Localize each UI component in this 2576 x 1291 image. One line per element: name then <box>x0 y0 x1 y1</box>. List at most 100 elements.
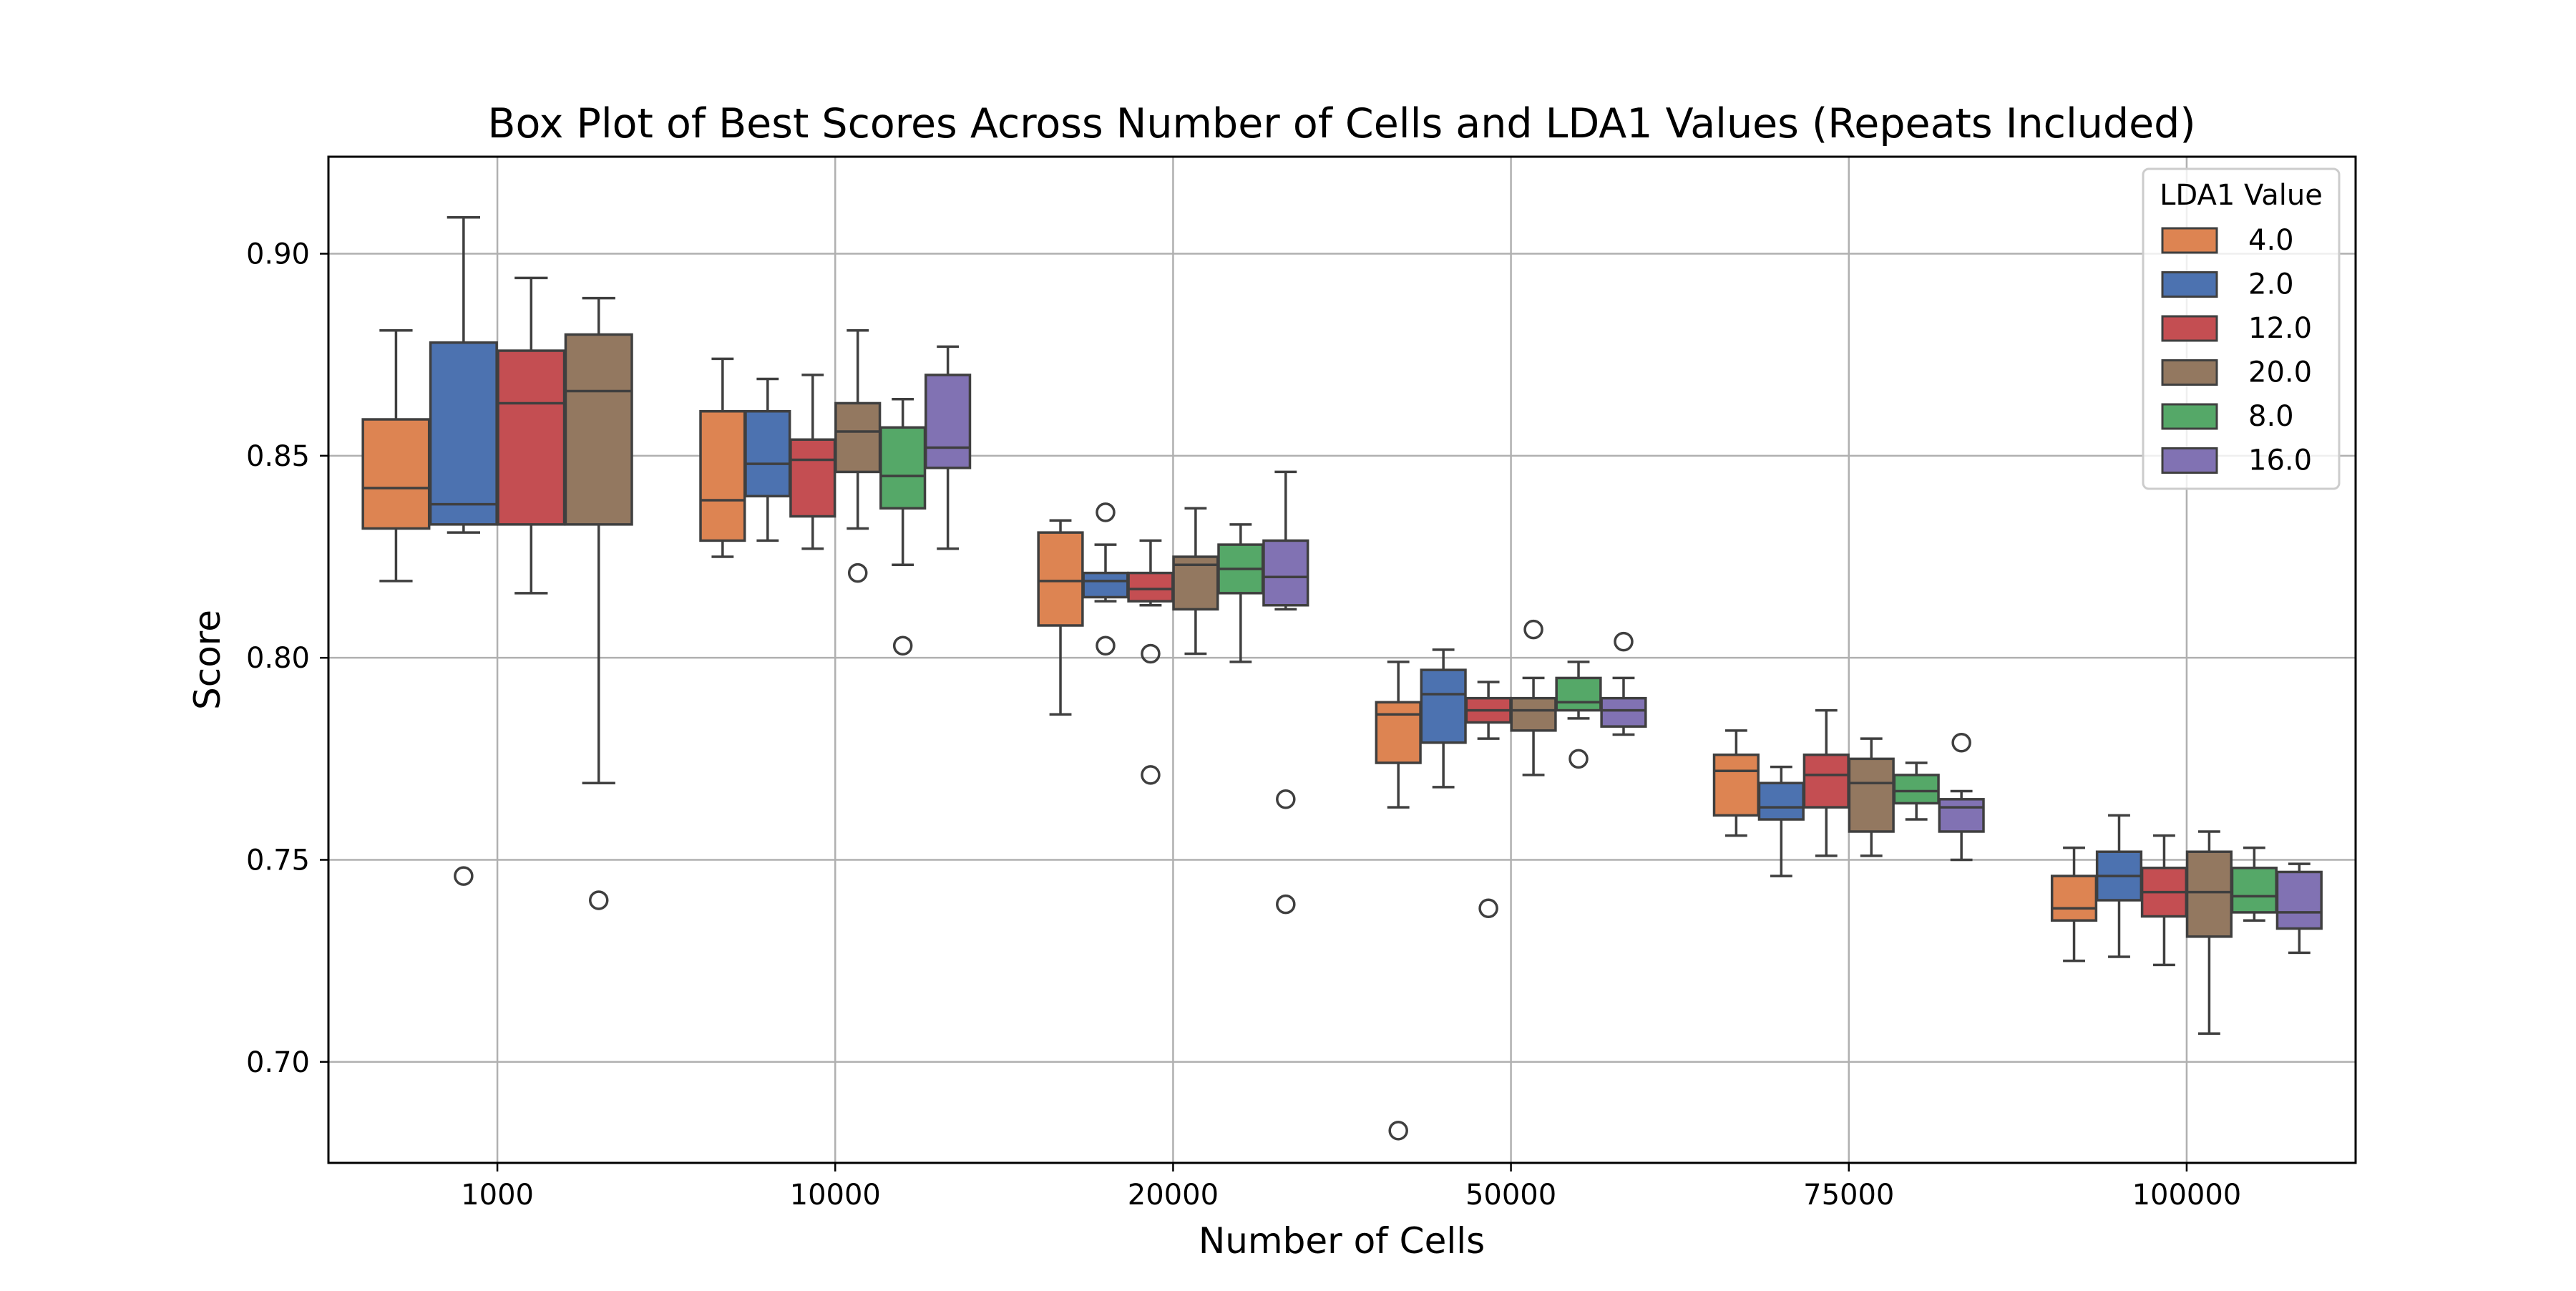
y-tick-label: 0.75 <box>246 844 310 877</box>
legend-label: 8.0 <box>2248 400 2294 433</box>
legend-label: 4.0 <box>2248 224 2294 257</box>
y-axis-ticks: 0.70 0.75 0.80 0.85 0.90 <box>246 238 328 1079</box>
legend-entries: 4.0 2.0 12.0 20.0 8.0 16.0 <box>2161 224 2312 477</box>
box-20000-4.0 <box>1037 519 1084 716</box>
box-body <box>834 401 882 474</box>
legend-swatch <box>2161 403 2218 430</box>
legend-swatch <box>2161 315 2218 342</box>
outlier-point <box>1141 765 1161 785</box>
box-body <box>924 374 972 469</box>
box-body <box>2230 867 2278 914</box>
x-tick-label: 75000 <box>1803 1179 1894 1212</box>
box-body <box>699 409 746 542</box>
box-body <box>1938 798 1985 833</box>
box-body <box>1893 774 1940 805</box>
box-body <box>2050 875 2098 922</box>
outlier-point <box>1478 898 1498 919</box>
box-body <box>1802 753 1850 809</box>
box-body <box>1600 696 1647 728</box>
box-75000-2.0 <box>1757 765 1805 877</box>
box-50000-16.0 <box>1600 631 1647 736</box>
outlier-point <box>588 890 609 910</box>
box-100000-4.0 <box>2050 846 2098 963</box>
box-20000-2.0 <box>1082 502 1129 656</box>
x-tick-label: 20000 <box>1128 1179 1219 1212</box>
outlier-point <box>1951 733 1971 753</box>
outlier-point <box>1276 789 1296 809</box>
box-10000-12.0 <box>789 374 836 550</box>
box-75000-8.0 <box>1893 761 1940 821</box>
box-10000-20.0 <box>834 329 882 583</box>
box-body <box>361 418 431 530</box>
box-body <box>789 438 836 518</box>
legend-swatch <box>2161 271 2218 298</box>
box-body <box>1712 753 1760 817</box>
outlier-point <box>454 866 474 886</box>
box-75000-12.0 <box>1802 708 1850 857</box>
y-tick-label: 0.85 <box>246 440 310 473</box>
boxes <box>361 215 2323 1141</box>
legend-swatch <box>2161 227 2218 254</box>
box-10000-4.0 <box>699 357 746 558</box>
legend-title: LDA1 Value <box>2160 179 2323 212</box>
legend-label: 16.0 <box>2248 444 2312 477</box>
grid <box>328 157 2356 1163</box>
box-body <box>1037 531 1084 627</box>
box-body <box>429 341 498 526</box>
outlier-point <box>1614 631 1634 652</box>
outlier-point <box>1096 502 1116 522</box>
box-75000-16.0 <box>1938 733 1985 862</box>
box-body <box>497 349 566 526</box>
x-tick-label: 100000 <box>2132 1179 2242 1212</box>
box-10000-16.0 <box>924 345 972 550</box>
box-body <box>1757 781 1805 821</box>
box-50000-2.0 <box>1420 648 1467 789</box>
box-1000-20.0 <box>564 296 633 910</box>
box-10000-2.0 <box>744 377 791 542</box>
box-body <box>1262 539 1309 607</box>
legend-label: 12.0 <box>2248 312 2312 345</box>
box-body <box>1375 701 1422 764</box>
y-tick-label: 0.90 <box>246 238 310 271</box>
box-50000-4.0 <box>1375 661 1422 1141</box>
outlier-point <box>892 635 913 656</box>
y-tick-label: 0.70 <box>246 1046 310 1079</box>
legend-swatch <box>2161 447 2218 474</box>
box-20000-12.0 <box>1127 539 1174 785</box>
box-body <box>1082 571 1129 599</box>
x-tick-label: 10000 <box>790 1179 881 1212</box>
x-tick-label: 1000 <box>461 1179 534 1212</box>
outlier-point <box>1568 749 1589 769</box>
box-body <box>879 426 927 510</box>
box-body <box>2275 870 2323 930</box>
box-100000-12.0 <box>2140 834 2188 967</box>
box-body <box>1510 696 1557 732</box>
box-50000-20.0 <box>1510 619 1557 776</box>
box-20000-16.0 <box>1262 470 1309 915</box>
box-100000-2.0 <box>2095 814 2143 958</box>
box-1000-12.0 <box>497 276 566 595</box>
box-1000-4.0 <box>361 329 431 583</box>
outlier-point <box>1276 894 1296 915</box>
box-75000-4.0 <box>1712 729 1760 837</box>
box-20000-8.0 <box>1217 523 1264 663</box>
box-50000-8.0 <box>1555 661 1602 769</box>
box-body <box>2185 850 2233 938</box>
outlier-point <box>847 562 868 583</box>
outlier-point <box>1096 635 1116 656</box>
box-body <box>744 409 791 498</box>
box-10000-8.0 <box>879 398 927 656</box>
legend: LDA1 Value 4.0 2.0 12.0 20.0 8.0 16.0 <box>2142 167 2341 490</box>
y-axis-label: Score <box>187 610 228 710</box>
chart-title: Box Plot of Best Scores Across Number of… <box>487 100 2195 147</box>
box-100000-16.0 <box>2275 862 2323 955</box>
box-1000-2.0 <box>429 215 498 886</box>
box-body <box>1420 668 1467 744</box>
box-body <box>564 333 633 526</box>
legend-swatch <box>2161 359 2218 386</box>
box-100000-20.0 <box>2185 830 2233 1036</box>
x-axis-label: Number of Cells <box>1199 1220 1485 1262</box>
plot-area-frame <box>327 155 2357 1164</box>
